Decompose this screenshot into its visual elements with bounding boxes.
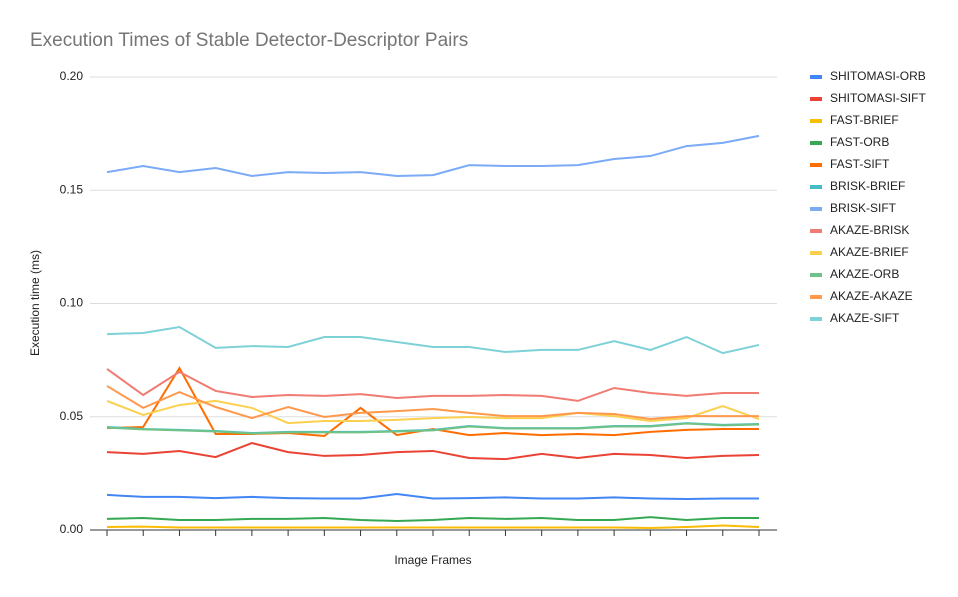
series-line [106, 441, 760, 461]
chart-title: Execution Times of Stable Detector-Descr… [30, 30, 468, 51]
series-line [106, 422, 760, 435]
series-line [106, 326, 760, 355]
legend-label: AKAZE-BRIEF [830, 245, 909, 259]
x-axis-label: Image Frames [394, 553, 471, 567]
legend-label: FAST-ORB [830, 135, 889, 149]
legend-label: FAST-SIFT [830, 157, 890, 171]
legend-label: SHITOMASI-SIFT [830, 91, 926, 105]
y-axis-label: Execution time (ms) [28, 250, 42, 356]
legend-label: AKAZE-SIFT [830, 311, 900, 325]
series-line [106, 524, 760, 529]
legend-label: SHITOMASI-ORB [830, 69, 926, 83]
y-tick-label: 0.00 [60, 522, 84, 536]
legend-label: BRISK-BRIEF [830, 179, 905, 193]
y-tick-label: 0.10 [60, 296, 84, 310]
legend-label: FAST-BRIEF [830, 113, 899, 127]
y-tick-label: 0.20 [60, 69, 84, 83]
y-tick-label: 0.05 [60, 409, 84, 423]
legend-label: AKAZE-BRISK [830, 223, 909, 237]
series-line [106, 134, 760, 177]
legend-label: AKAZE-AKAZE [830, 289, 913, 303]
series-line [106, 492, 759, 500]
series-line [106, 399, 760, 425]
y-tick-label: 0.15 [60, 182, 84, 196]
series-line [106, 516, 759, 522]
legend-label: BRISK-SIFT [830, 201, 897, 215]
series-line [106, 385, 759, 421]
legend-label: AKAZE-ORB [830, 267, 899, 281]
series-line [106, 368, 759, 402]
